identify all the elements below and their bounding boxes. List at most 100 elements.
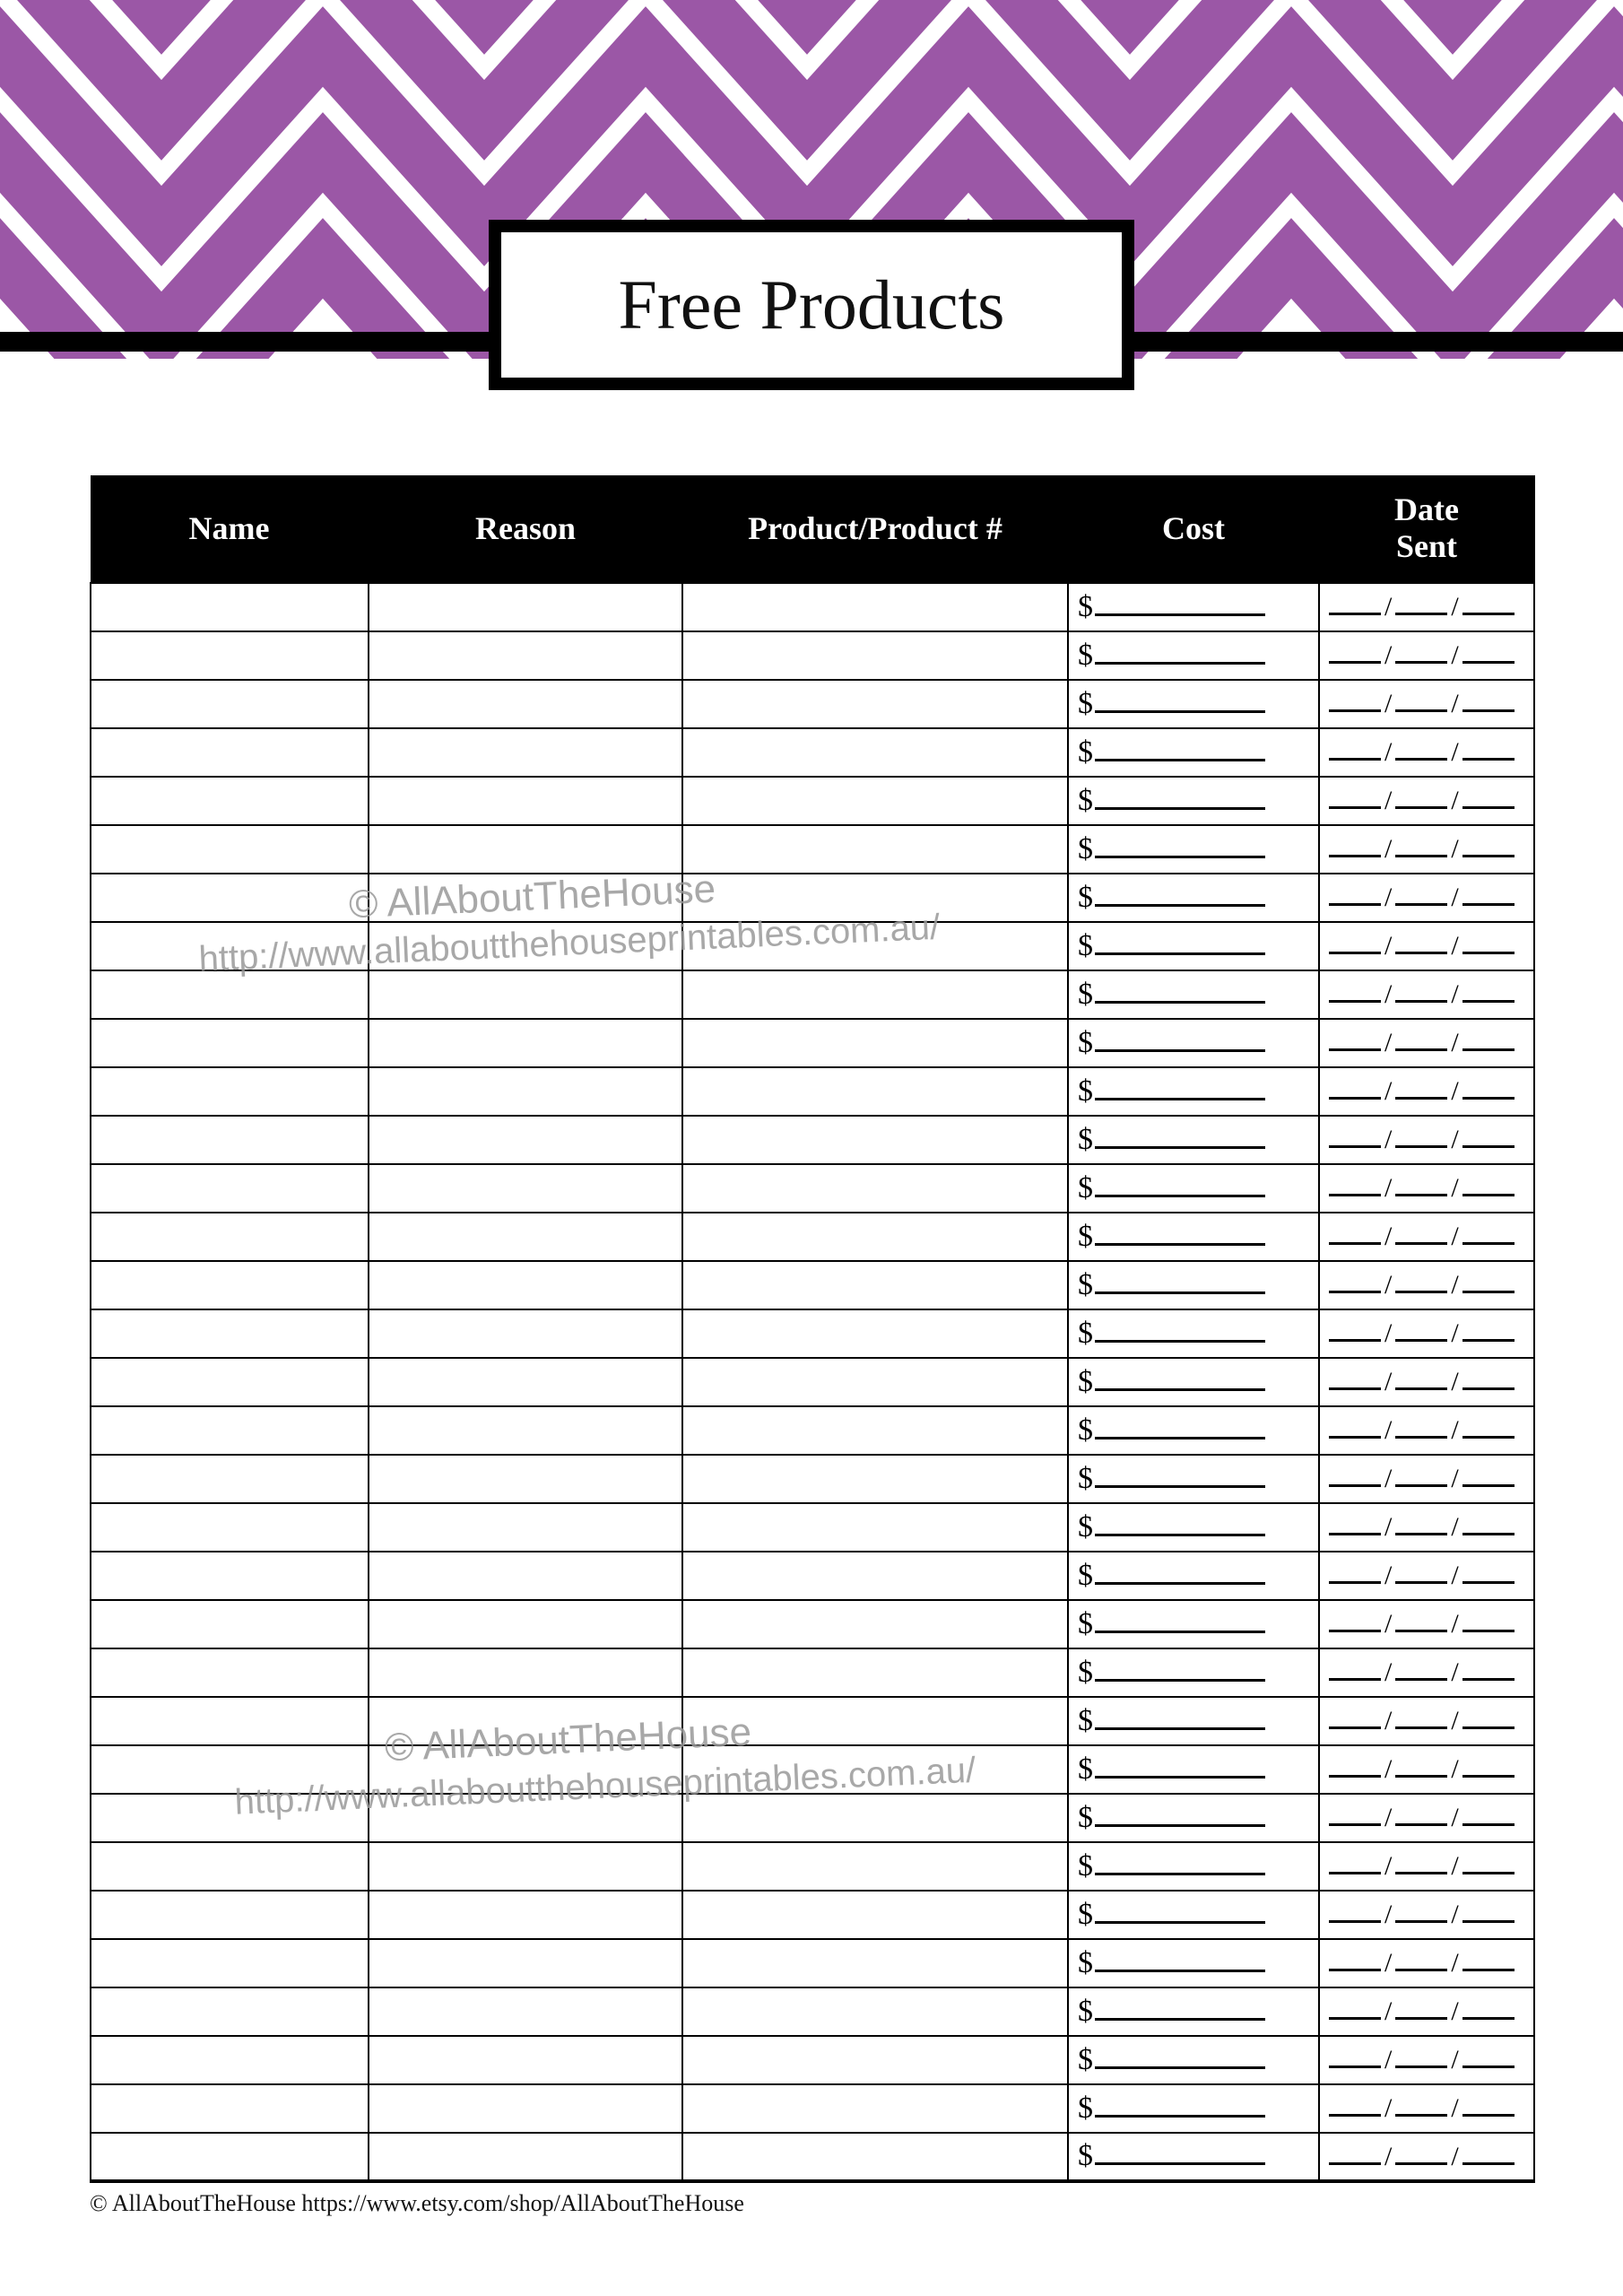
- cell-reason[interactable]: [369, 1019, 682, 1067]
- cell-date[interactable]: //: [1319, 1745, 1534, 1794]
- cell-product[interactable]: [682, 1987, 1068, 2036]
- cell-cost[interactable]: $: [1068, 728, 1319, 777]
- cell-date[interactable]: //: [1319, 2036, 1534, 2084]
- cell-reason[interactable]: [369, 1939, 682, 1987]
- cell-reason[interactable]: [369, 1987, 682, 2036]
- cell-product[interactable]: [682, 1019, 1068, 1067]
- cell-name[interactable]: [91, 1067, 369, 1116]
- cell-date[interactable]: //: [1319, 631, 1534, 680]
- cell-reason[interactable]: [369, 1794, 682, 1842]
- cell-cost[interactable]: $: [1068, 970, 1319, 1019]
- cell-cost[interactable]: $: [1068, 1261, 1319, 1309]
- cell-date[interactable]: //: [1319, 1939, 1534, 1987]
- cell-reason[interactable]: [369, 777, 682, 825]
- cell-reason[interactable]: [369, 1503, 682, 1552]
- cell-cost[interactable]: $: [1068, 1358, 1319, 1406]
- cell-name[interactable]: [91, 1164, 369, 1213]
- cell-cost[interactable]: $: [1068, 1939, 1319, 1987]
- cell-date[interactable]: //: [1319, 1455, 1534, 1503]
- cell-product[interactable]: [682, 1261, 1068, 1309]
- cell-product[interactable]: [682, 1794, 1068, 1842]
- cell-cost[interactable]: $: [1068, 631, 1319, 680]
- cell-cost[interactable]: $: [1068, 777, 1319, 825]
- cell-date[interactable]: //: [1319, 1309, 1534, 1358]
- cell-name[interactable]: [91, 1406, 369, 1455]
- cell-product[interactable]: [682, 1164, 1068, 1213]
- cell-name[interactable]: [91, 1309, 369, 1358]
- cell-reason[interactable]: [369, 1406, 682, 1455]
- cell-date[interactable]: //: [1319, 1987, 1534, 2036]
- cell-product[interactable]: [682, 1842, 1068, 1891]
- cell-date[interactable]: //: [1319, 922, 1534, 970]
- cell-date[interactable]: //: [1319, 2084, 1534, 2133]
- cell-name[interactable]: [91, 1455, 369, 1503]
- cell-product[interactable]: [682, 1503, 1068, 1552]
- cell-product[interactable]: [682, 1455, 1068, 1503]
- cell-cost[interactable]: $: [1068, 2084, 1319, 2133]
- cell-name[interactable]: [91, 680, 369, 728]
- cell-cost[interactable]: $: [1068, 583, 1319, 631]
- cell-name[interactable]: [91, 777, 369, 825]
- cell-date[interactable]: //: [1319, 1648, 1534, 1697]
- cell-product[interactable]: [682, 1600, 1068, 1648]
- cell-product[interactable]: [682, 1116, 1068, 1164]
- cell-name[interactable]: [91, 1116, 369, 1164]
- cell-cost[interactable]: $: [1068, 1697, 1319, 1745]
- cell-reason[interactable]: [369, 583, 682, 631]
- cell-name[interactable]: [91, 2133, 369, 2181]
- cell-name[interactable]: [91, 583, 369, 631]
- cell-name[interactable]: [91, 1600, 369, 1648]
- cell-date[interactable]: //: [1319, 874, 1534, 922]
- cell-reason[interactable]: [369, 1067, 682, 1116]
- cell-reason[interactable]: [369, 1213, 682, 1261]
- cell-date[interactable]: //: [1319, 1358, 1534, 1406]
- cell-cost[interactable]: $: [1068, 1891, 1319, 1939]
- cell-date[interactable]: //: [1319, 728, 1534, 777]
- cell-cost[interactable]: $: [1068, 1116, 1319, 1164]
- cell-product[interactable]: [682, 680, 1068, 728]
- cell-date[interactable]: //: [1319, 1406, 1534, 1455]
- cell-date[interactable]: //: [1319, 1794, 1534, 1842]
- cell-cost[interactable]: $: [1068, 1067, 1319, 1116]
- cell-name[interactable]: [91, 970, 369, 1019]
- cell-product[interactable]: [682, 970, 1068, 1019]
- cell-product[interactable]: [682, 1309, 1068, 1358]
- cell-reason[interactable]: [369, 728, 682, 777]
- cell-reason[interactable]: [369, 2133, 682, 2181]
- cell-name[interactable]: [91, 1019, 369, 1067]
- cell-cost[interactable]: $: [1068, 2036, 1319, 2084]
- cell-cost[interactable]: $: [1068, 1600, 1319, 1648]
- cell-product[interactable]: [682, 1406, 1068, 1455]
- cell-reason[interactable]: [369, 631, 682, 680]
- cell-product[interactable]: [682, 583, 1068, 631]
- cell-product[interactable]: [682, 1358, 1068, 1406]
- cell-name[interactable]: [91, 1503, 369, 1552]
- cell-product[interactable]: [682, 1213, 1068, 1261]
- cell-cost[interactable]: $: [1068, 1648, 1319, 1697]
- cell-date[interactable]: //: [1319, 970, 1534, 1019]
- cell-product[interactable]: [682, 874, 1068, 922]
- cell-cost[interactable]: $: [1068, 1406, 1319, 1455]
- cell-date[interactable]: //: [1319, 1697, 1534, 1745]
- cell-product[interactable]: [682, 1067, 1068, 1116]
- cell-cost[interactable]: $: [1068, 874, 1319, 922]
- cell-reason[interactable]: [369, 2036, 682, 2084]
- cell-name[interactable]: [91, 1987, 369, 2036]
- cell-date[interactable]: //: [1319, 1164, 1534, 1213]
- cell-product[interactable]: [682, 1939, 1068, 1987]
- cell-name[interactable]: [91, 1358, 369, 1406]
- cell-reason[interactable]: [369, 1697, 682, 1745]
- cell-reason[interactable]: [369, 1309, 682, 1358]
- cell-product[interactable]: [682, 1648, 1068, 1697]
- cell-name[interactable]: [91, 1261, 369, 1309]
- cell-date[interactable]: //: [1319, 1261, 1534, 1309]
- cell-date[interactable]: //: [1319, 1503, 1534, 1552]
- cell-cost[interactable]: $: [1068, 1213, 1319, 1261]
- cell-cost[interactable]: $: [1068, 922, 1319, 970]
- cell-date[interactable]: //: [1319, 1213, 1534, 1261]
- cell-name[interactable]: [91, 1939, 369, 1987]
- cell-name[interactable]: [91, 874, 369, 922]
- cell-cost[interactable]: $: [1068, 2133, 1319, 2181]
- cell-reason[interactable]: [369, 1745, 682, 1794]
- cell-cost[interactable]: $: [1068, 1794, 1319, 1842]
